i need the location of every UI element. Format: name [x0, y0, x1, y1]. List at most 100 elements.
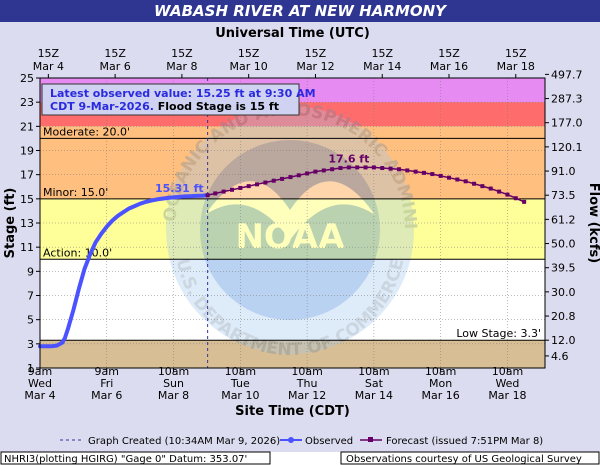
- watermark-center-text: NOAA: [235, 217, 345, 257]
- left-tick-label: 21: [20, 120, 34, 133]
- bottom-tick-label: 10am: [158, 365, 189, 378]
- forecast-point: [363, 165, 368, 170]
- band-normal: [40, 259, 545, 341]
- latest-value-annotation: Latest observed value: 15.25 ft at 9:30 …: [41, 83, 316, 116]
- forecast-point: [280, 176, 285, 181]
- left-tick-label: 7: [27, 290, 34, 303]
- forecast-point: [355, 165, 360, 170]
- top-tick-label: 15Z: [104, 47, 126, 60]
- forecast-point: [338, 166, 343, 171]
- top-tick-label: 15Z: [305, 47, 327, 60]
- bottom-tick-label: Mar 12: [288, 389, 326, 402]
- left-tick-label: 11: [20, 241, 34, 254]
- top-tick-label: 15Z: [371, 47, 393, 60]
- legend-created-label: Graph Created (10:34AM Mar 9, 2026): [88, 436, 280, 447]
- top-tick-label: 15Z: [505, 47, 527, 60]
- threshold-label-low: Low Stage: 3.3': [456, 327, 541, 340]
- left-tick-label: 1: [27, 362, 34, 375]
- forecast-point: [238, 185, 243, 190]
- forecast-point: [405, 168, 410, 173]
- legend-forecast-marker: [368, 437, 373, 442]
- bottom-tick-label: 9am: [28, 365, 52, 378]
- forecast-point: [413, 169, 418, 174]
- top-tick-label: Mar 6: [99, 60, 130, 73]
- top-tick-label: 15Z: [438, 47, 460, 60]
- band-minor: [40, 198, 545, 260]
- forecast-point: [480, 184, 485, 189]
- forecast-point: [313, 169, 318, 174]
- right-tick-label: 4.6: [551, 350, 569, 363]
- top-tick-label: Mar 8: [166, 60, 197, 73]
- forecast-point: [421, 170, 426, 175]
- bottom-tick-label: Fri: [100, 377, 113, 390]
- forecast-point: [447, 175, 452, 180]
- annotation-line-1: Latest observed value: 15.25 ft at 9:30 …: [50, 87, 316, 100]
- left-tick-label: 17: [20, 169, 34, 182]
- annotation-line-2: CDT 9-Mar-2026. Flood Stage is 15 ft: [50, 100, 279, 113]
- forecast-point: [488, 186, 493, 191]
- threshold-label-moderate: Moderate: 20.0': [43, 125, 130, 138]
- forecast-point: [505, 192, 510, 197]
- bottom-tick-label: Mar 4: [24, 389, 55, 402]
- left-axis-title: Stage (ft): [3, 188, 18, 259]
- right-axis-ticks: 4.6 12.0 20.8 30.0 39.5 50.0 61.2 73.5 91.0 120.1…: [545, 68, 583, 363]
- watermark-inner-circle: [200, 140, 380, 320]
- right-tick-label: 91.0: [551, 165, 576, 178]
- threshold-label-minor: Minor: 15.0': [43, 186, 108, 199]
- top-tick-label: Mar 16: [430, 60, 468, 73]
- forecast-point: [296, 173, 301, 178]
- forecast-point: [522, 199, 527, 204]
- bottom-tick-label: Wed: [28, 377, 52, 390]
- legend: Graph Created (10:34AM Mar 9, 2026) Obse…: [60, 436, 543, 447]
- bottom-axis-title: Site Time (CDT): [235, 404, 350, 419]
- annotation-date: CDT 9-Mar-2026.: [50, 100, 154, 113]
- forecast-point: [205, 193, 210, 198]
- threshold-label-action: Action: 10.0': [43, 246, 112, 259]
- forecast-point: [305, 171, 310, 176]
- right-tick-label: 12.0: [551, 334, 576, 347]
- right-tick-label: 50.0: [551, 238, 576, 251]
- annotation-box: [41, 83, 300, 116]
- annotation-flood-stage: Flood Stage is 15 ft: [154, 100, 279, 113]
- right-tick-label: 73.5: [551, 189, 576, 202]
- right-tick-label: 120.1: [551, 141, 583, 154]
- bottom-tick-label: 10am: [358, 365, 389, 378]
- bottom-tick-label: Mar 6: [91, 389, 122, 402]
- observed-peak-label: 15.31 ft: [155, 182, 204, 195]
- bottom-tick-label: Sat: [365, 377, 384, 390]
- bottom-tick-label: Thu: [296, 377, 318, 390]
- threshold-labels: Moderate: 20.0' Minor: 15.0' Action: 10.0'…: [43, 125, 541, 340]
- right-tick-label: 61.2: [551, 213, 576, 226]
- forecast-point: [396, 167, 401, 172]
- forecast-point: [221, 189, 226, 194]
- forecast-peak-label: 17.6 ft: [328, 152, 369, 165]
- footer-right-box: [340, 451, 600, 465]
- watermark-gull: [205, 181, 375, 240]
- forecast-point: [513, 196, 518, 201]
- forecast-point: [463, 179, 468, 184]
- top-tick-label: Mar 14: [363, 60, 401, 73]
- forecast-point: [288, 175, 293, 180]
- observed-series-line: [38, 193, 210, 349]
- forecast-series: [205, 165, 527, 204]
- forecast-point: [388, 166, 393, 171]
- band-moderate: [40, 126, 545, 139]
- forecast-point: [263, 180, 268, 185]
- band-low: [40, 340, 545, 368]
- legend-forecast-label: Forecast (issued 7:51PM Mar 8): [386, 436, 543, 447]
- left-tick-label: 25: [20, 72, 34, 85]
- footer-datum: NHRI3(plotting HGIRG) "Gage 0" Datum: 35…: [4, 454, 247, 465]
- top-tick-label: Mar 18: [497, 60, 535, 73]
- bottom-tick-label: 9am: [95, 365, 119, 378]
- bottom-tick-label: 10am: [425, 365, 456, 378]
- forecast-point: [472, 181, 477, 186]
- forecast-point: [497, 189, 502, 194]
- forecast-point: [455, 177, 460, 182]
- forecast-point: [346, 165, 351, 170]
- right-tick-label: 287.3: [551, 93, 583, 106]
- top-tick-label: Mar 12: [296, 60, 334, 73]
